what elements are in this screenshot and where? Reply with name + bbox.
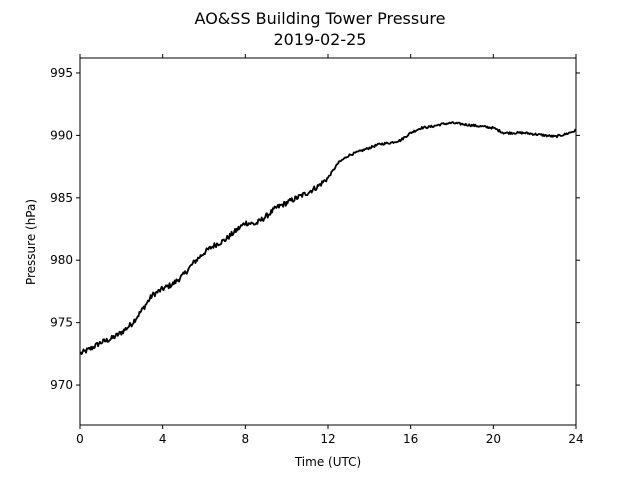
x-axis-label: Time (UTC) xyxy=(294,455,361,469)
x-tick-label: 8 xyxy=(242,432,250,446)
pressure-series-line xyxy=(79,121,577,355)
x-tick-label: 12 xyxy=(320,432,335,446)
y-tick-label: 985 xyxy=(50,191,73,205)
y-axis-label: Pressure (hPa) xyxy=(24,199,38,285)
y-tick-label: 970 xyxy=(50,378,73,392)
chart-subtitle: 2019-02-25 xyxy=(274,30,367,49)
x-tick-label: 16 xyxy=(403,432,418,446)
y-tick-label: 990 xyxy=(50,128,73,142)
chart-title: AO&SS Building Tower Pressure xyxy=(195,9,446,28)
x-tick-label: 24 xyxy=(568,432,583,446)
x-tick-label: 20 xyxy=(486,432,501,446)
y-tick-label: 975 xyxy=(50,316,73,330)
plot-area: 0 4 8 12 16 20 24 970 975 980 985 990 995 xyxy=(50,54,584,446)
y-tick-label: 980 xyxy=(50,253,73,267)
x-tick-label: 4 xyxy=(159,432,167,446)
y-tick-label: 995 xyxy=(50,66,73,80)
x-tick-label: 0 xyxy=(76,432,84,446)
